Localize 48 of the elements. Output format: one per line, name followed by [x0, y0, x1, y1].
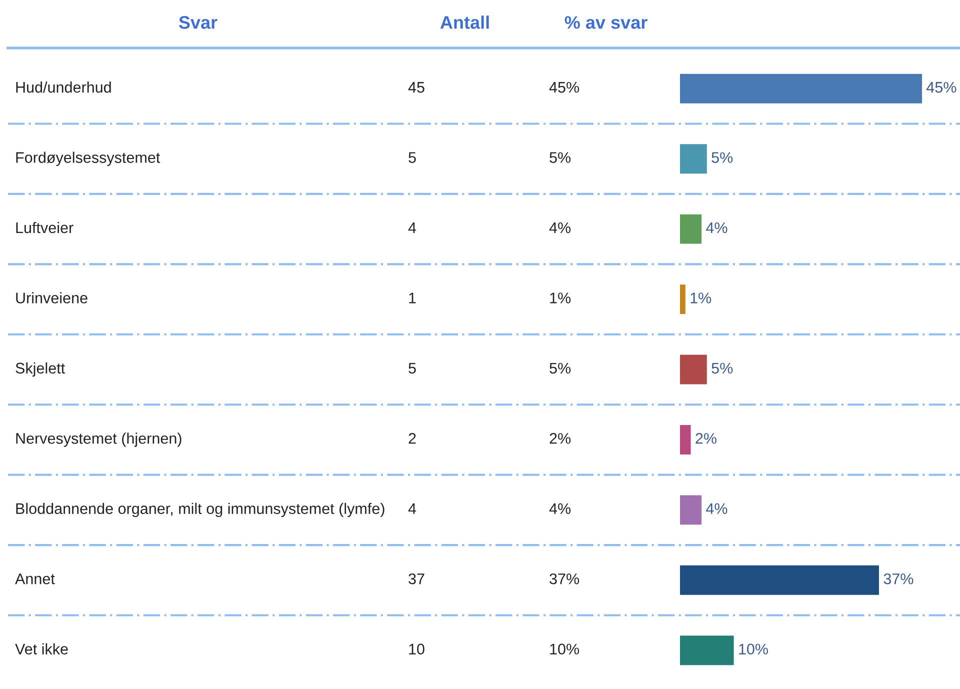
bar [680, 284, 686, 314]
text: % av svar [564, 16, 648, 29]
text: 4% [549, 503, 571, 514]
text: 45% [549, 82, 580, 93]
data-label: 10% [739, 644, 768, 654]
data-label: 45% [926, 82, 956, 93]
text: 4 [408, 503, 416, 514]
text: 5 [408, 362, 416, 374]
bar [680, 565, 879, 595]
bar [680, 354, 707, 384]
text: 10 [409, 644, 424, 654]
y-tick-label: Urinveiene [16, 292, 88, 304]
y-tick-label: Fordøyelsessystemet [16, 152, 160, 166]
y-tick-label: Hud/underhud [16, 82, 111, 93]
text: Antall [440, 16, 489, 29]
bar [680, 144, 707, 174]
y-tick-label: Annet [15, 574, 55, 584]
data-label: 1% [690, 292, 712, 304]
data-label: 5% [712, 362, 733, 374]
text: 2% [550, 433, 571, 444]
y-axis-title: Svar [178, 16, 218, 29]
text: 4% [549, 222, 571, 234]
data-label: 4% [706, 503, 728, 514]
text: 45 [408, 82, 424, 93]
text: 2 [408, 433, 416, 444]
data-label: 4% [706, 222, 728, 234]
text: 5% [550, 152, 571, 163]
text: 4 [408, 222, 416, 234]
text: 5 [408, 152, 416, 163]
y-tick-label: Luftveier [16, 222, 74, 234]
text: 1% [550, 292, 571, 304]
data-label: 2% [696, 433, 716, 444]
y-tick-label: Bloddannende organer, milt og immunsystemet (lymfe) [16, 502, 384, 518]
bar [680, 424, 691, 454]
text: 1 [409, 292, 416, 304]
bar [680, 214, 702, 244]
text: 10% [550, 644, 580, 654]
y-tick-label: Nervesystemet (hjernen) [16, 432, 182, 447]
text: 37% [550, 573, 580, 584]
bar [680, 636, 734, 666]
y-tick-label: Vet ikke [15, 643, 68, 654]
text: 5% [550, 362, 571, 374]
data-label: 37% [884, 573, 914, 584]
bar [680, 495, 702, 525]
y-tick-label: Skjelett [16, 362, 65, 377]
bar [680, 74, 922, 104]
data-label: 5% [712, 152, 733, 163]
text: 37 [408, 573, 424, 584]
